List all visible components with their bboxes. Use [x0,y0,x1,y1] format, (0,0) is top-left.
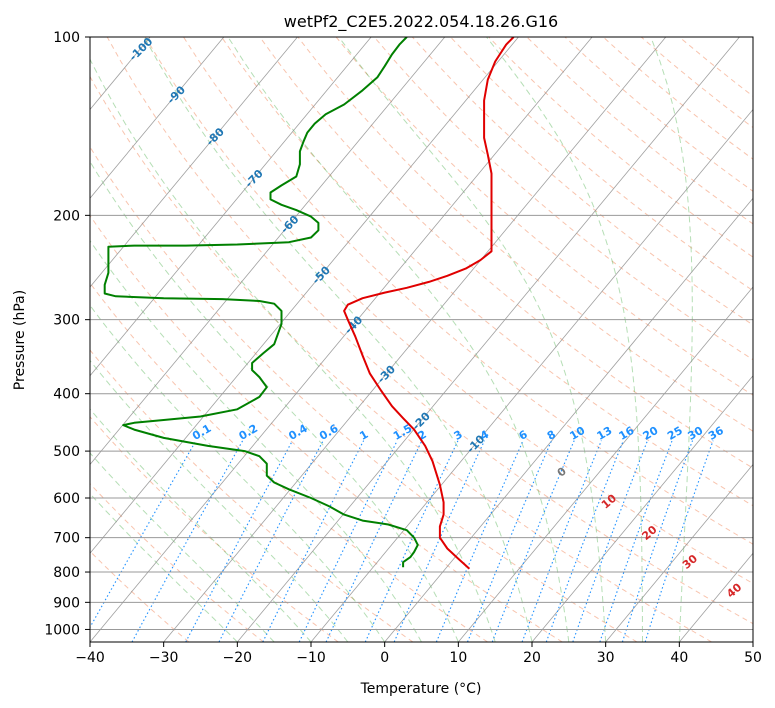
dry-adiabat-line [90,146,638,642]
dry-adiabat-line [90,75,712,642]
mixing-ratio-line [90,440,197,629]
chart-title: wetPf2_C2E5.2022.054.18.26.G16 [284,12,558,32]
mixing-ratio-line [435,440,524,642]
isotherm-line [90,37,298,288]
dry-adiabat-line [144,37,753,585]
dry-adiabat-line [335,37,753,396]
y-tick-label: 100 [53,30,80,46]
dry-adiabat-line [90,282,488,642]
x-tick-label: −20 [223,650,253,666]
isotherm-line [90,37,593,642]
moist-adiabat-line [90,239,422,642]
isotherm-line [163,37,667,642]
dry-adiabat-line [411,37,753,326]
y-tick-label: 800 [53,565,80,581]
isotherm-line [531,375,753,642]
x-tick-label: −30 [149,650,179,666]
isotherm-line [237,37,740,642]
dry-adiabat-line [183,37,753,545]
x-tick-label: 10 [449,650,467,666]
x-tick-label: 40 [670,650,688,666]
moist-adiabat-line [90,304,386,642]
moist-adiabat-line [90,160,459,642]
temperature-profile-line [343,37,515,570]
isotherm-line [310,108,753,642]
y-tick-label: 400 [53,387,80,403]
moist-adiabat-line [90,359,349,642]
dewpoint-profile-line [103,37,419,568]
pressure-gridlines [90,37,753,630]
moist-adiabat-line [90,58,496,642]
profile-series [103,37,515,570]
isotherm-line [384,197,753,642]
mixing-ratio-line [262,440,365,642]
y-tick-label: 200 [53,208,80,224]
isotherm-line [458,286,753,642]
moist-adiabat-line [650,37,693,642]
y-tick-label: 700 [53,531,80,547]
x-tick-label: −10 [296,650,326,666]
x-tick-label: 0 [380,650,389,666]
reference-lines [90,37,753,642]
moist-adiabat-line [143,37,533,642]
isotherm-line [90,37,519,554]
y-tick-label: 900 [53,595,80,611]
mixing-ratio-line [572,440,649,642]
y-tick-label: 300 [53,313,80,329]
x-tick-label: −40 [75,650,105,666]
mixing-ratio-line [599,440,673,642]
mixing-ratio-line [131,440,244,642]
x-tick-label: 20 [523,650,541,666]
x-tick-label: 30 [597,650,615,666]
x-tick-label: 50 [744,650,762,666]
mixing-ratio-line [393,440,485,642]
mixing-ratio-line [364,440,459,642]
moist-adiabat-line [486,37,643,642]
moist-adiabat-line [90,493,238,642]
isotherm-line [90,37,372,377]
dry-adiabat-line [297,37,753,432]
y-tick-label: 600 [53,491,80,507]
dry-adiabat-line [90,214,563,642]
y-tick-label: 500 [53,444,80,460]
dry-adiabat-line [90,483,264,642]
plot-frame [89,36,754,643]
dry-adiabat-line [221,37,753,507]
isotherm-line [605,463,753,642]
x-axis-label: Temperature (°C) [360,681,482,697]
axes: −40 −30 −20 −10 0 10 20 30 40 50 100 200 300 400 500 60… [44,30,762,666]
dry-adiabat-line [90,550,190,642]
isotherm-line [90,37,446,466]
y-tick-label: 1000 [44,622,80,638]
y-axis-label: Pressure (hPa) [12,290,28,390]
isotherm-line [90,37,225,199]
moist-adiabat-line [227,37,570,642]
mixing-ratio-line [298,440,398,642]
moist-adiabat-line [338,37,607,642]
